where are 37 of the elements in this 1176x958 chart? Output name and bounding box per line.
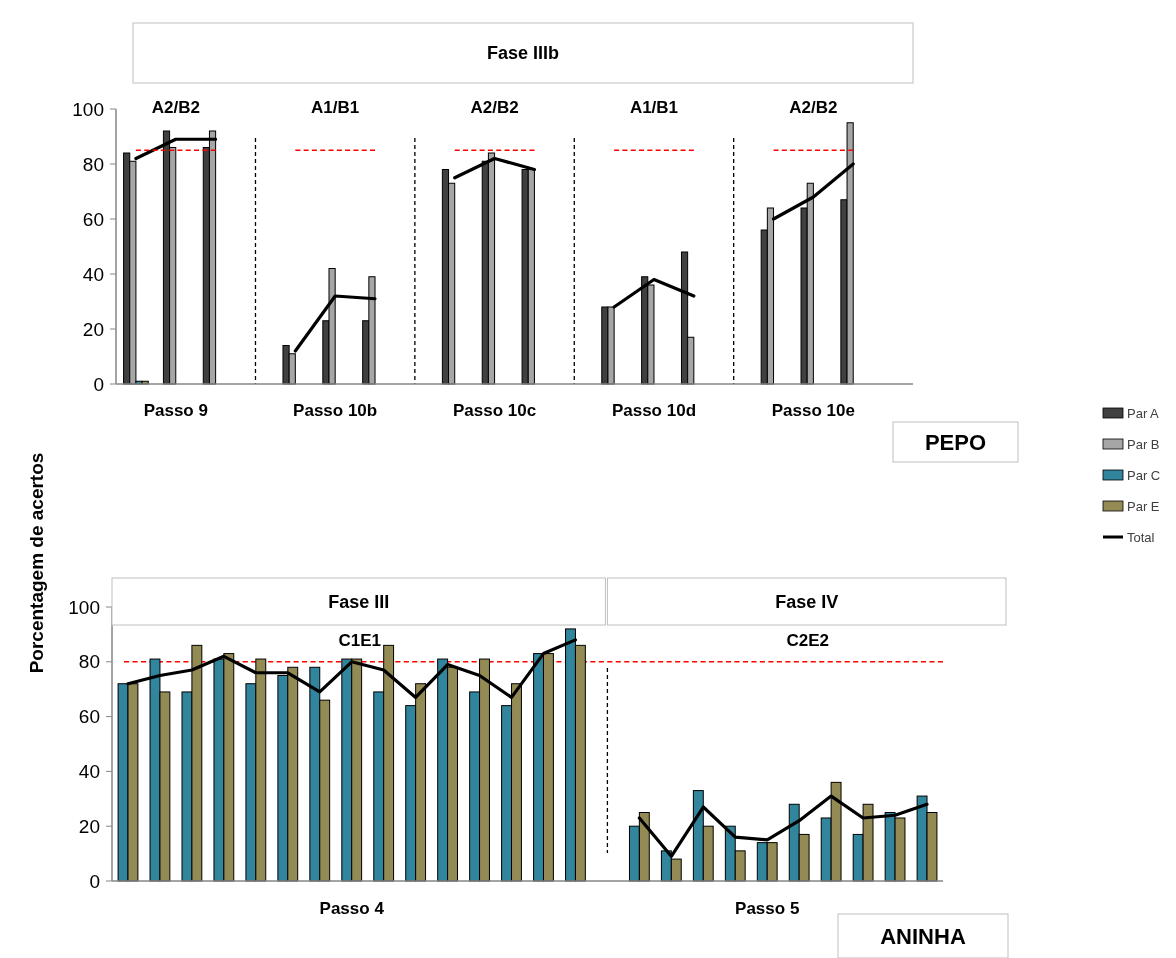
chart-title: Fase IIIb — [486, 43, 560, 63]
legend-label: Total — [1127, 529, 1155, 545]
y-tick-label: 80 — [82, 153, 104, 175]
x-tick-label: Passo 10d — [611, 400, 697, 420]
y-tick-label: 20 — [82, 318, 104, 340]
x-tick-label: Passo 5 — [735, 898, 800, 918]
y-tick-label: 100 — [68, 596, 100, 618]
annotation: A2/B2 — [470, 97, 519, 117]
x-tick-label: Passo 10b — [293, 400, 378, 420]
annotation: A2/B2 — [151, 97, 200, 117]
annotation: Fase IV — [775, 591, 839, 612]
annotation: A2/B2 — [789, 97, 838, 117]
x-tick-label: Passo 9 — [143, 400, 208, 420]
y-tick-label: 40 — [82, 263, 104, 285]
y-tick-label: 100 — [72, 98, 104, 120]
annotation: A1/B1 — [311, 97, 360, 117]
legend-label: Par C — [1127, 467, 1161, 483]
annotation: C2E2 — [786, 630, 829, 650]
y-axis-title: Porcentagem de acertos — [25, 452, 47, 674]
annotation: Fase III — [328, 591, 390, 612]
y-tick-label: 20 — [78, 815, 100, 837]
legend-label: Par E — [1127, 498, 1160, 514]
x-tick-label: Passo 10e — [771, 400, 855, 420]
y-tick-label: 40 — [78, 760, 100, 782]
y-tick-label: 80 — [78, 651, 100, 673]
y-tick-label: 60 — [82, 208, 104, 230]
legend-label: Par B — [1127, 436, 1160, 452]
legend-label: Par A — [1127, 405, 1160, 421]
y-tick-label: 0 — [89, 870, 100, 892]
x-tick-label: Passo 10c — [452, 400, 537, 420]
x-tick-label: Passo 4 — [319, 898, 385, 918]
y-tick-label: 0 — [93, 373, 104, 395]
text: ANINHA — [880, 923, 966, 949]
text: PEPO — [924, 429, 987, 455]
annotation: C1E1 — [338, 630, 381, 650]
y-tick-label: 60 — [78, 706, 100, 728]
annotation: A1/B1 — [629, 97, 679, 117]
